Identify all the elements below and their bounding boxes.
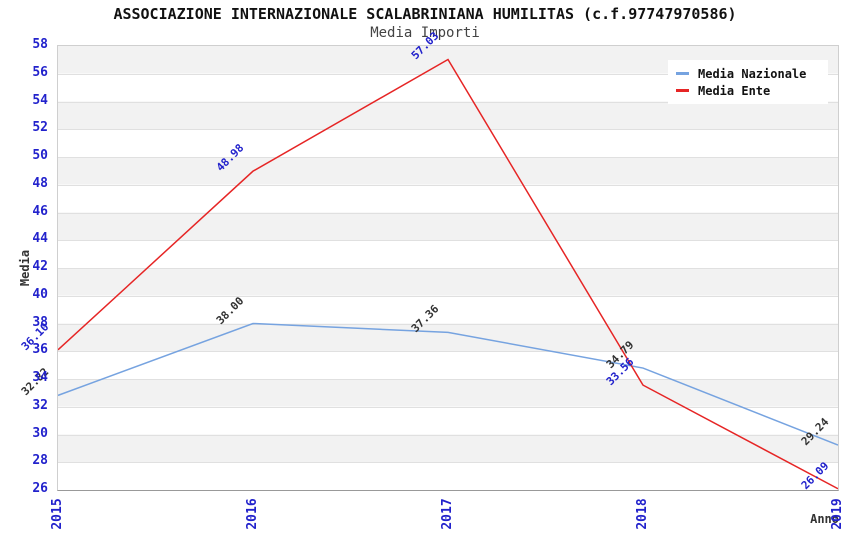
grid-line (58, 101, 838, 103)
y-tick-label: 46 (32, 203, 48, 219)
x-tick-label: 2015 (50, 498, 65, 530)
y-tick-label: 28 (32, 453, 48, 469)
legend-item-ente: Media Ente (676, 82, 820, 99)
chart-subtitle: Media Importi (370, 25, 480, 41)
plot-area: 32.82 38.00 37.36 34.79 29.24 36.10 48.98 57.03… (19, 30, 839, 492)
x-tick-label: 2016 (245, 498, 260, 530)
series-lines (57, 58, 839, 490)
grid-line (58, 351, 838, 353)
y-tick-label: 34 (32, 370, 48, 385)
grid-line (58, 184, 838, 186)
y-tick-label: 44 (32, 231, 48, 247)
legend-marker (676, 89, 689, 92)
legend: Media Nazionale Media Ente (668, 60, 828, 104)
grid-line (58, 379, 838, 380)
x-tick-label: 2018 (635, 498, 650, 530)
grid-line (58, 295, 838, 297)
grid-line (58, 434, 838, 436)
grid-line (58, 462, 838, 464)
y-tick-label: 58 (32, 37, 48, 52)
y-tick-label: 56 (32, 64, 48, 80)
grid-line (58, 73, 838, 75)
grid-line (58, 268, 838, 269)
y-tick-label: 42 (32, 259, 48, 274)
y-tick-label: 26 (32, 481, 48, 496)
y-tick-label: 54 (32, 92, 48, 108)
grid-line (58, 212, 838, 214)
series-line (57, 58, 839, 490)
y-tick-label: 30 (32, 425, 48, 441)
y-tick-label: 40 (32, 286, 48, 302)
y-tick-label: 36 (32, 342, 48, 358)
chart-title: ASSOCIAZIONE INTERNAZIONALE SCALABRINIAN… (113, 5, 737, 23)
y-tick-label: 52 (32, 120, 48, 136)
grid-line (58, 406, 838, 408)
grid-line (58, 157, 838, 158)
legend-item-nazionale: Media Nazionale (676, 65, 820, 82)
y-tick-label: 50 (32, 148, 48, 163)
legend-label: Media Ente (698, 83, 771, 98)
grid-line (58, 129, 838, 131)
y-tick-label: 38 (32, 314, 48, 330)
legend-label: Media Nazionale (698, 66, 807, 81)
legend-marker (676, 72, 689, 75)
x-axis-title: Anno (810, 512, 839, 526)
grid-line (58, 323, 838, 325)
y-tick-label: 32 (32, 397, 48, 413)
grid-line (58, 240, 838, 242)
x-tick-label: 2019 (830, 498, 845, 530)
series-line (57, 322, 839, 446)
y-tick-label: 48 (32, 175, 48, 191)
x-tick-label: 2017 (440, 498, 455, 530)
